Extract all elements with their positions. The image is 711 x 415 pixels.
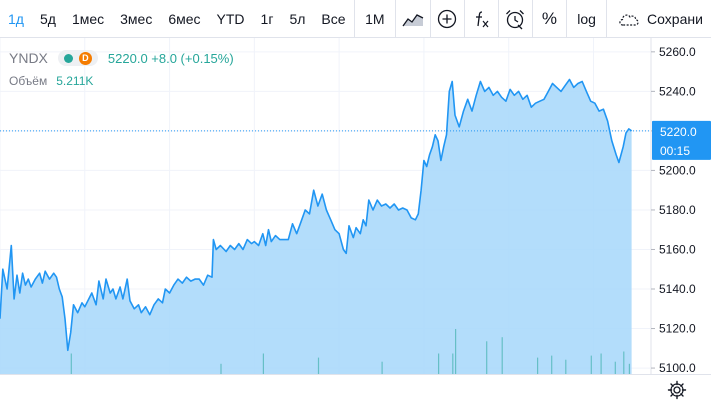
volume-bar [452,353,454,374]
volume-bar [262,353,264,374]
compare-symbol-button[interactable] [430,0,463,38]
save-label: Сохрани [647,10,703,27]
bar-countdown-label: 00:15 [660,144,690,158]
price-tick-label: 5100.0 [659,361,696,374]
toolbar-divider [429,0,431,38]
symbol-name[interactable]: YNDX [9,50,48,66]
market-open-dot [63,53,73,63]
interval-3m-button[interactable]: 3мес [120,10,153,27]
cloud-icon [619,13,639,26]
volume-bar [623,351,625,374]
volume-label[interactable]: Объём [9,74,48,88]
interval-1y-button[interactable]: 1г [260,10,274,27]
volume-bar [70,353,72,374]
interval-6m-button[interactable]: 6мес [168,10,201,27]
price-tick-label: 5240.0 [659,84,696,98]
indicators-button[interactable] [464,0,497,38]
price-tick-label: 5160.0 [659,242,696,256]
toolbar-divider [497,0,499,38]
symbol-row: YNDX D 5220.0 +8.0 (+0.15%) [9,49,234,67]
function-icon [476,10,489,27]
percent-scale-button[interactable]: % [533,0,566,38]
toolbar-divider [606,0,608,38]
resolution-button[interactable]: 1M [365,10,385,27]
chart-legend: YNDX D 5220.0 +8.0 (+0.15%) Объём 5.211K [9,49,234,90]
interval-5d-button[interactable]: 5д [39,10,56,27]
alarm-clock-icon [506,9,525,29]
interval-1m-button[interactable]: 1мес [71,10,105,27]
price-tick-label: 5140.0 [659,282,696,296]
last-price-label: 5220.0 [660,125,697,139]
chart-style-button[interactable] [396,0,429,38]
plus-circle-icon [437,9,457,28]
price-tick-label: 5180.0 [659,203,696,217]
toolbar-divider [353,0,355,38]
volume-bar [220,363,222,374]
price-chart[interactable]: 5100.0 5120.0 5140.0 5160.0 5180.0 5200.0 5220… [0,38,711,374]
market-status-pill: D [57,50,98,66]
price-tick-label: 5120.0 [659,322,696,336]
volume-bar [628,363,630,374]
last-price-tag [652,120,711,160]
price-tick-label: 5200.0 [659,163,696,177]
volume-bar [614,361,616,374]
volume-bar [438,353,440,374]
volume-row: Объём 5.211K [9,72,234,90]
percent-icon: % [541,8,557,28]
volume-bar [565,359,567,374]
price-tick-label: 5260.0 [659,45,696,59]
price-change-quote: 5220.0 +8.0 (+0.15%) [107,50,234,66]
toolbar-divider [531,0,533,38]
volume-bar [537,357,539,374]
volume-value: 5.211K [56,74,94,88]
volume-bar [590,355,592,374]
time-axis-border [0,374,711,375]
price-line [0,78,633,352]
area-chart-icon [402,13,424,26]
chart-toolbar: 1д 5д 1мес 3мес 6мес YTD 1г 5л Все 1M [0,0,711,38]
toolbar-divider [463,0,465,38]
volume-bar [486,341,488,374]
price-area-fill [0,79,632,374]
log-scale-button[interactable]: log [577,10,596,27]
volume-bar [317,357,320,374]
interval-ytd-button[interactable]: YTD [216,10,245,27]
volume-bar [455,329,457,374]
volume-bar [600,353,602,374]
delayed-badge: D [78,51,92,65]
volume-bar [501,337,503,374]
volume-bar [551,355,553,374]
gear-icon[interactable] [666,379,688,401]
volume-bar [381,361,383,374]
toolbar-divider [566,0,567,38]
save-button[interactable]: Сохрани [607,0,711,38]
interval-1d-button[interactable]: 1д [8,10,24,27]
interval-all-button[interactable]: Все [321,10,346,27]
toolbar-divider [395,0,397,38]
interval-5y-button[interactable]: 5л [289,10,306,27]
alert-button[interactable] [499,0,532,38]
